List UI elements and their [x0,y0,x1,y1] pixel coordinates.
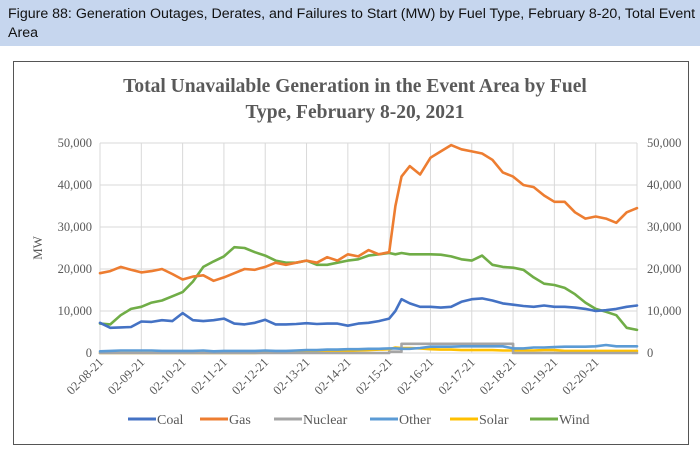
x-tick-label: 02-16-21 [394,355,436,397]
legend-label-other: Other [399,413,431,428]
x-tick-label: 02-20-21 [560,355,602,397]
y-tick-label-right: 40,000 [647,178,681,192]
x-tick-label: 02-14-21 [312,355,354,397]
legend: Coal Gas Nuclear Other Solar Wind [128,413,590,428]
y-tick-label-left: 40,000 [58,178,92,192]
x-tick-label: 02-09-21 [105,355,147,397]
y-tick-label-left: 10,000 [58,304,92,318]
y-tick-label-left: 0 [86,346,92,360]
x-tick-label: 02-11-21 [188,355,230,397]
x-tick-label: 02-18-21 [477,355,519,397]
legend-label-nuclear: Nuclear [303,413,348,428]
series-line-coal [98,297,639,330]
legend-label-gas: Gas [229,413,251,428]
x-axis: 02-08-21 02-09-21 02-10-21 02-11-21 02-12-21… [64,355,602,397]
y-axis-right: 0 10,000 20,000 30,000 40,000 50,000 [647,136,681,360]
figure-caption: Figure 88: Generation Outages, Derates, … [0,0,700,46]
legend-label-solar: Solar [479,413,509,428]
legend-label-wind: Wind [559,413,590,428]
x-tick-label: 02-13-21 [270,355,312,397]
legend-label-coal: Coal [157,413,184,428]
x-tick-label: 02-15-21 [353,355,395,397]
x-tick-label: 02-10-21 [146,355,188,397]
x-tick-label: 02-19-21 [518,355,560,397]
y-tick-label-right: 20,000 [647,262,681,276]
y-axis-label: MW [30,235,45,260]
x-tick-label: 02-17-21 [436,355,478,397]
x-tick-label: 02-12-21 [229,355,271,397]
chart-title-line-2: Type, February 8-20, 2021 [246,102,465,123]
x-tick-label: 02-08-21 [64,355,106,397]
series-line-wind [98,245,639,332]
y-tick-label-left: 50,000 [58,136,92,150]
y-tick-label-right: 30,000 [647,220,681,234]
y-tick-label-right: 0 [647,346,653,360]
y-tick-label-left: 20,000 [58,262,92,276]
chart-title-line-1: Total Unavailable Generation in the Even… [123,76,587,97]
y-tick-label-left: 30,000 [58,220,92,234]
chart-frame [13,61,689,445]
series-line-gas [98,143,639,283]
y-axis-left: 0 10,000 20,000 30,000 40,000 50,000 [58,136,92,360]
series-line-nuclear [98,342,639,355]
series-lines [98,143,639,355]
series-line-other [98,343,639,353]
y-tick-label-right: 10,000 [647,304,681,318]
y-tick-label-right: 50,000 [647,136,681,150]
